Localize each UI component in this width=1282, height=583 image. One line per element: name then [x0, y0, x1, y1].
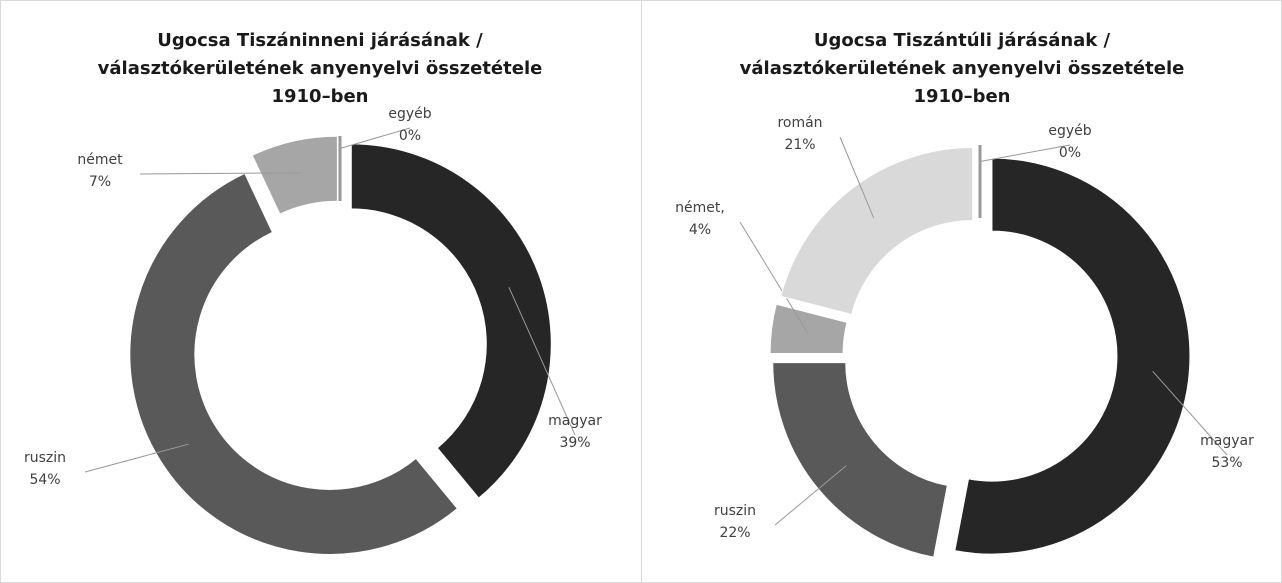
leader-line — [839, 136, 875, 219]
data-label-value: 4% — [689, 222, 711, 238]
chart-title: 1910–ben — [271, 86, 368, 107]
donut-slice — [780, 147, 974, 316]
data-label-value: 22% — [719, 525, 750, 541]
data-label-name: magyar — [548, 413, 602, 429]
data-label-value: 53% — [1211, 455, 1242, 471]
data-label-name: német — [77, 152, 123, 168]
chart-title: választókerületének anyenyelvi összetéte… — [98, 58, 543, 79]
chart-title: Ugocsa Tiszántúli járásának / — [814, 30, 1111, 51]
leader-line — [1152, 370, 1228, 456]
chart-title: 1910–ben — [913, 86, 1010, 107]
donut-slice — [251, 135, 338, 215]
leader-line — [739, 221, 809, 334]
data-label-name: egyéb — [1048, 123, 1091, 139]
data-label-name: egyéb — [388, 106, 431, 122]
chart-title: Ugocsa Tiszáninneni járásának / — [157, 30, 483, 51]
leader-line — [84, 443, 189, 473]
data-label-value: 7% — [89, 174, 111, 190]
data-label-name: ruszin — [714, 503, 756, 519]
data-label-value: 0% — [399, 128, 421, 144]
data-label-name: ruszin — [24, 450, 66, 466]
leader-line — [139, 172, 301, 175]
leader-line — [508, 286, 576, 436]
data-label-name: román — [777, 115, 822, 131]
chart-title: választókerületének anyenyelvi összetéte… — [740, 58, 1185, 79]
data-label-value: 21% — [784, 137, 815, 153]
donut-slice — [129, 172, 459, 555]
donut-slice — [772, 362, 948, 558]
leader-line — [774, 465, 847, 526]
data-label-value: 54% — [29, 472, 60, 488]
data-label-value: 39% — [559, 435, 590, 451]
leader-line — [339, 127, 411, 149]
donut-slice — [954, 157, 1191, 555]
donut-slice — [769, 303, 848, 354]
data-label-value: 0% — [1059, 145, 1081, 161]
data-label-name: magyar — [1200, 433, 1254, 449]
leader-line — [979, 144, 1071, 162]
data-label-name: német, — [675, 200, 725, 216]
donut-slice — [350, 143, 552, 499]
